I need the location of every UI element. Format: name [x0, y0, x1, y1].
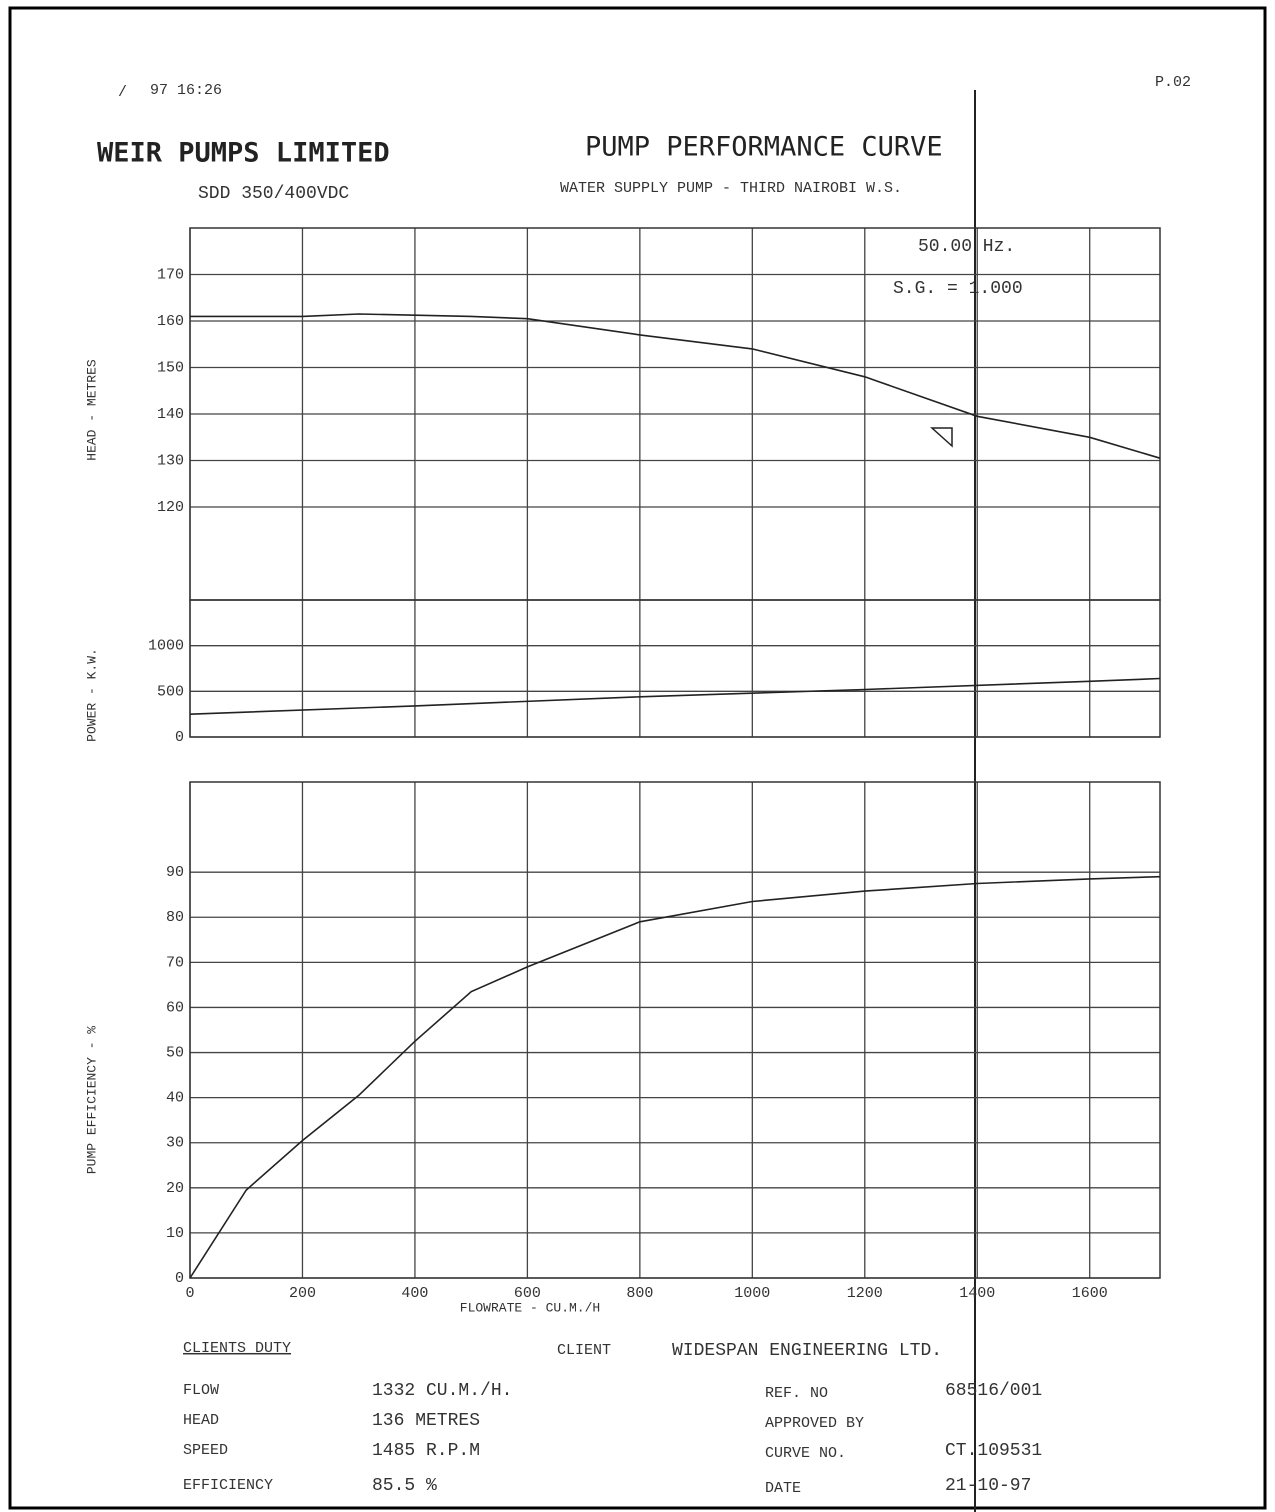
info-label: APPROVED BY — [765, 1415, 864, 1432]
curve — [189, 875, 1161, 1279]
curve — [190, 313, 1161, 459]
duty-marker — [930, 427, 953, 448]
y-tick-label: 130 — [157, 452, 184, 469]
plot-frame — [189, 781, 1161, 1279]
info-value: CT.109531 — [945, 1441, 1042, 1461]
timestamp: 97 16:26 — [150, 82, 222, 99]
page-number: P.02 — [1155, 74, 1191, 91]
duty-title: CLIENTS DUTY — [183, 1340, 291, 1357]
x-tick-label: 1600 — [1072, 1285, 1108, 1302]
x-tick-label: 1200 — [847, 1285, 883, 1302]
x-tick-label: 200 — [289, 1285, 316, 1302]
annotation: 50.00 Hz. — [918, 237, 1015, 257]
client: WIDESPAN ENGINEERING LTD. — [672, 1341, 942, 1361]
y-tick-label: 120 — [157, 499, 184, 516]
y-tick-label: 30 — [166, 1135, 184, 1152]
x-tick-label: 0 — [185, 1285, 194, 1302]
info-label: CURVE NO. — [765, 1445, 846, 1462]
footer-rows: FLOW 1332 CU.M./H. HEAD 136 METRES SPEED 1485… — [183, 1381, 1042, 1497]
y-axis-label: PUMP EFFICIENCY - % — [84, 1026, 99, 1174]
duty-value: 136 METRES — [372, 1411, 480, 1431]
y-tick-label: 170 — [157, 266, 184, 283]
y-tick-label: 500 — [157, 683, 184, 700]
y-tick-label: 60 — [166, 999, 184, 1016]
duty-label: FLOW — [183, 1382, 219, 1399]
y-tick-label: 10 — [166, 1225, 184, 1242]
info-label: REF. NO — [765, 1385, 828, 1402]
duty-label: EFFICIENCY — [183, 1477, 273, 1494]
x-tick-label: 600 — [514, 1285, 541, 1302]
y-tick-label: 80 — [166, 909, 184, 926]
y-tick-label: 140 — [157, 406, 184, 423]
y-axis-label: HEAD - METRES — [84, 359, 99, 461]
duty-value: 1332 CU.M./H. — [372, 1381, 512, 1401]
y-tick-label: 40 — [166, 1090, 184, 1107]
x-tick-label: 400 — [401, 1285, 428, 1302]
duty-label: HEAD — [183, 1412, 219, 1429]
y-tick-label: 0 — [175, 729, 184, 746]
y-tick-label: 20 — [166, 1180, 184, 1197]
y-tick-label: 150 — [157, 359, 184, 376]
page-border — [8, 6, 1267, 1510]
x-tick-label: 1400 — [959, 1285, 995, 1302]
client-label: CLIENT — [557, 1342, 611, 1359]
title: PUMP PERFORMANCE CURVE — [585, 132, 943, 163]
y-tick-label: 1000 — [148, 638, 184, 655]
info-value: 21-10-97 — [945, 1476, 1031, 1496]
duty-value: 85.5 % — [372, 1476, 437, 1496]
y-tick-label: 160 — [157, 313, 184, 330]
plot-frame — [189, 599, 1161, 738]
curve — [189, 677, 1161, 715]
x-tick-label: 1000 — [734, 1285, 770, 1302]
y-axis-label: POWER - K.W. — [84, 648, 99, 742]
y-tick-label: 0 — [175, 1270, 184, 1287]
duty-value: 1485 R.P.M — [372, 1441, 480, 1461]
info-value: 68516/001 — [945, 1381, 1042, 1401]
duty-label: SPEED — [183, 1442, 228, 1459]
pump-model: SDD 350/400VDC — [198, 184, 349, 204]
y-tick-label: 50 — [166, 1045, 184, 1062]
x-axis-label: FLOWRATE - CU.M./H — [460, 1300, 600, 1315]
y-tick-label: 90 — [166, 864, 184, 881]
subtitle: WATER SUPPLY PUMP - THIRD NAIROBI W.S. — [560, 180, 902, 197]
x-tick-label: 800 — [626, 1285, 653, 1302]
mark: / — [118, 84, 127, 101]
info-label: DATE — [765, 1480, 801, 1497]
y-tick-label: 70 — [166, 954, 184, 971]
annotation: S.G. = 1.000 — [893, 279, 1023, 299]
company: WEIR PUMPS LIMITED — [97, 138, 390, 169]
